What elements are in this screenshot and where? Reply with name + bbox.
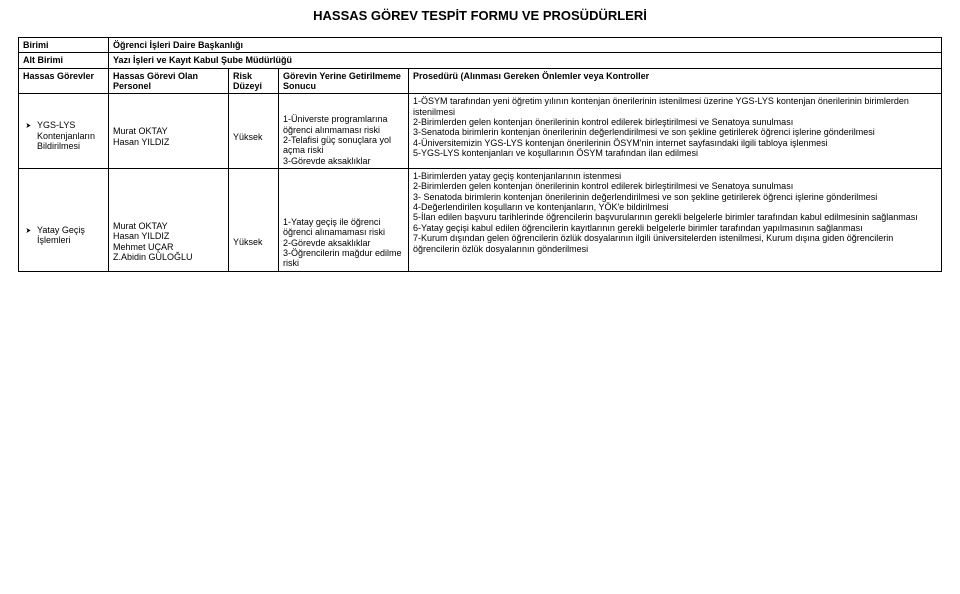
risk-cell: Yüksek bbox=[229, 169, 279, 272]
prosedur-cell: 1-ÖSYM tarafından yeni öğretim yılının k… bbox=[409, 94, 942, 169]
personel-cell: Murat OKTAY Hasan YILDIZ bbox=[109, 94, 229, 169]
col-header-gorevler: Hassas Görevler bbox=[19, 68, 109, 94]
prosedur-cell: 1-Birimlerden yatay geçiş kontenjanların… bbox=[409, 169, 942, 272]
personel-cell: Murat OKTAY Hasan YILDIZ Mehmet UÇAR Z.A… bbox=[109, 169, 229, 272]
task-label: Yatay Geçiş İşlemleri bbox=[25, 225, 104, 246]
col-header-personel: Hassas Görevi Olan Personel bbox=[109, 68, 229, 94]
page-title: HASSAS GÖREV TESPİT FORMU VE PROSÜDÜRLER… bbox=[18, 8, 942, 23]
task-cell: YGS-LYS Kontenjanların Bildirilmesi bbox=[19, 94, 109, 169]
col-header-sonuc: Görevin Yerine Getirilmeme Sonucu bbox=[279, 68, 409, 94]
meta-table: Birimi Öğrenci İşleri Daire Başkanlığı A… bbox=[18, 37, 942, 272]
meta-label-birimi: Birimi bbox=[19, 38, 109, 53]
task-label: YGS-LYS Kontenjanların Bildirilmesi bbox=[25, 120, 104, 151]
col-header-risk: Risk Düzeyi bbox=[229, 68, 279, 94]
sonuc-cell: 1-Yatay geçiş ile öğrenci öğrenci alınam… bbox=[279, 169, 409, 272]
task-cell: Yatay Geçiş İşlemleri bbox=[19, 169, 109, 272]
meta-label-alt: Alt Birimi bbox=[19, 53, 109, 68]
meta-value-alt: Yazı İşleri ve Kayıt Kabul Şube Müdürlüğ… bbox=[109, 53, 942, 68]
col-header-prosedur: Prosedürü (Alınması Gereken Önlemler vey… bbox=[409, 68, 942, 94]
risk-cell: Yüksek bbox=[229, 94, 279, 169]
sonuc-cell: 1-Üniverste programlarına öğrenci alınma… bbox=[279, 94, 409, 169]
meta-value-birimi: Öğrenci İşleri Daire Başkanlığı bbox=[109, 38, 942, 53]
